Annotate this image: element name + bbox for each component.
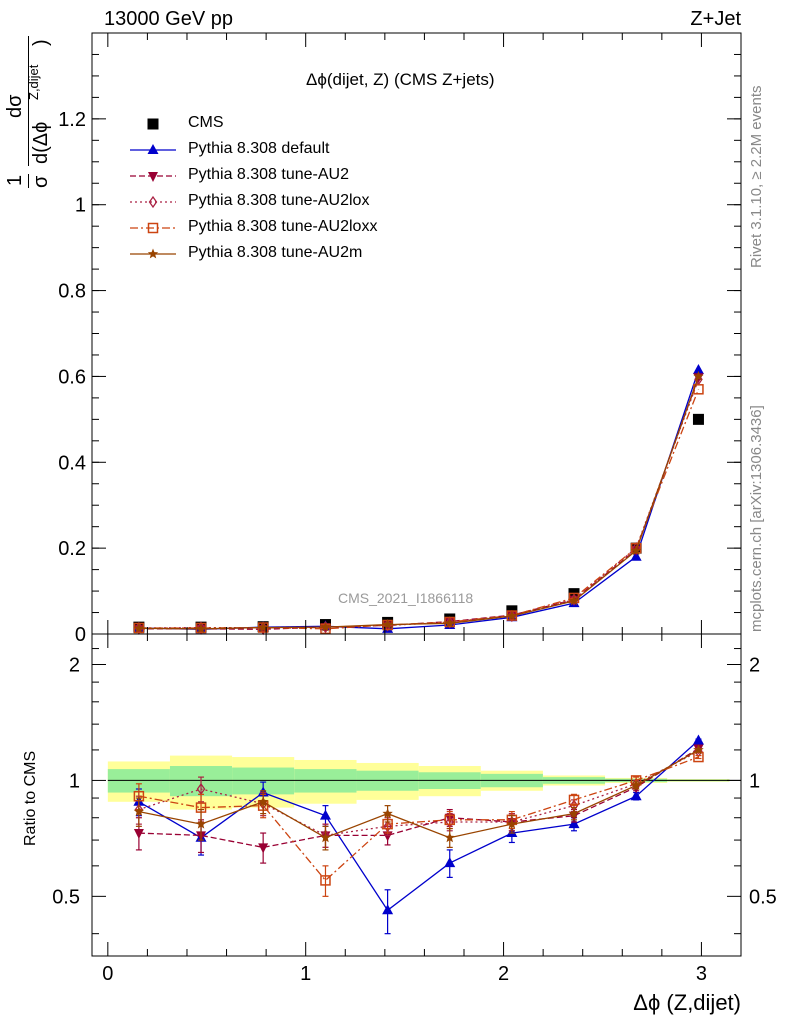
legend-marker-cms [147, 118, 159, 130]
ratio-y-tick-label-right: 0.5 [749, 886, 777, 908]
data-point-au2m [630, 545, 642, 556]
data-point-au2m [257, 622, 269, 632]
y-tick-label: 0.2 [58, 538, 86, 560]
x-axis-label: Δϕ (Z,dijet) [633, 990, 741, 1015]
ratio-point-au2m [693, 744, 704, 755]
ratio-y-tick-label-right: 2 [749, 654, 760, 676]
ratio-point-au2m [133, 806, 145, 816]
ratio-series-layer [133, 734, 704, 935]
legend-label-au2m: Pythia 8.308 tune-AU2m [188, 244, 363, 261]
y-label-denominator: d(Δϕ [30, 121, 52, 164]
y-label-superscript: Z,dijet [26, 64, 41, 100]
ratio-point-au2m [195, 818, 207, 829]
ratio-point-au2loxx [444, 814, 455, 826]
ratio-point-default [319, 809, 331, 820]
header-process-label: Z+Jet [690, 8, 741, 30]
x-tick-label: 1 [300, 963, 311, 985]
data-point-au2m [382, 619, 393, 629]
ratio-point-au2 [133, 829, 144, 840]
series-au2m [133, 370, 704, 634]
ratio-line-au2loxx [138, 756, 699, 882]
ratio-y-tick-label-right: 1 [749, 770, 760, 792]
ratio-line-default [138, 739, 699, 912]
legend-label-au2loxx: Pythia 8.308 tune-AU2loxx [188, 218, 378, 235]
ratio-y-tick-label: 1 [69, 770, 80, 792]
ratio-point-au2loxx [320, 875, 331, 886]
legend-marker-au2lox [148, 195, 158, 209]
legend-symbol-au2m [130, 248, 176, 259]
ratio-point-au2loxx [568, 794, 580, 806]
ratio-point-default [382, 904, 394, 915]
analysis-watermark: CMS_2021_I1866118 [338, 590, 474, 606]
y-tick-label: 0.8 [58, 281, 86, 303]
ratio-y-axis-label: Ratio to CMS [22, 750, 39, 846]
mcplots-reference-note: mcplots.cern.ch [arXiv:1306.3436] [748, 405, 765, 632]
ratio-line-au2m [138, 749, 699, 839]
y-label-close: ) [30, 39, 52, 46]
legend-symbol-default [130, 144, 176, 154]
legend-marker-au2 [148, 172, 158, 182]
legend-marker-default [147, 144, 159, 154]
ratio-point-au2m [630, 780, 642, 790]
y-tick-label: 1 [75, 195, 86, 217]
ratio-point-default [568, 818, 580, 829]
y-tick-label: 0.6 [58, 366, 86, 388]
ratio-point-default [630, 790, 642, 801]
x-tick-label: 0 [102, 963, 113, 985]
y-label-sigma: σ [30, 175, 52, 188]
ratio-series-au2m [133, 744, 704, 851]
legend-label-au2lox: Pythia 8.308 tune-AU2lox [188, 192, 370, 209]
legend-label-cms: CMS [188, 114, 224, 131]
ratio-point-au2m [506, 818, 518, 829]
plot-title: Δϕ(dijet, Z) (CMS Z+jets) [306, 70, 495, 89]
legend-label-default: Pythia 8.308 default [188, 140, 330, 157]
legend-marker-au2m [147, 248, 159, 259]
main-y-axis-label: 1 σ dσ d(Δϕ Z,dijet ) [4, 0, 64, 188]
x-tick-label: 3 [696, 963, 707, 985]
data-point-au2m [133, 622, 145, 633]
ratio-point-au2m [320, 832, 331, 843]
rivet-version-note: Rivet 3.1.10, ≥ 2.2M events [748, 85, 765, 269]
y-label-dsigma: dσ [4, 94, 26, 118]
ratio-line-au2 [138, 747, 699, 849]
ratio-point-default [444, 857, 456, 868]
ratio-point-au2m [382, 808, 393, 819]
series-line-au2m [138, 376, 700, 630]
ratio-point-au2 [382, 831, 393, 842]
legend-label-au2: Pythia 8.308 tune-AU2 [188, 166, 349, 183]
ratio-frame [91, 633, 742, 957]
ratio-y-tick-label: 2 [69, 654, 80, 676]
data-point-default [692, 363, 704, 374]
data-point-au2lox [445, 616, 455, 629]
y-label-one: 1 [4, 174, 26, 186]
main-series-layer [133, 363, 704, 636]
ratio-point-default [692, 734, 704, 745]
y-tick-label: 1.2 [58, 109, 86, 131]
data-point-au2m [195, 623, 207, 634]
legend-symbol-au2lox [130, 195, 176, 209]
ratio-point-au2m [568, 808, 580, 819]
legend-marker-au2loxx [147, 222, 159, 234]
data-point-au2m [568, 595, 580, 606]
ratio-point-au2loxx [693, 751, 704, 763]
y-tick-label: 0.4 [58, 452, 86, 474]
legend-symbol-cms [147, 118, 159, 130]
ratio-y-tick-label: 0.5 [52, 886, 80, 908]
data-point-au2m [444, 617, 455, 628]
axis-ticks: 0 0.2 0.4 0.6 0.8 1 1.2 0.5 0.5 1 1 2 2 0 1 2 3 [52, 33, 777, 985]
header-energy-label: 13000 GeV pp [104, 8, 233, 30]
data-point-au2m [693, 370, 704, 381]
data-point-au2m [320, 621, 331, 632]
legend-symbol-au2 [130, 172, 176, 182]
y-tick-label: 0 [75, 624, 86, 646]
ratio-point-au2m [444, 832, 455, 843]
data-point-au2m [506, 610, 518, 621]
x-tick-label: 2 [498, 963, 509, 985]
legend-symbol-au2loxx [130, 222, 176, 234]
data-point-cms [692, 413, 704, 425]
ratio-point-au2m [257, 796, 269, 807]
ratio-point-au2 [258, 843, 269, 854]
